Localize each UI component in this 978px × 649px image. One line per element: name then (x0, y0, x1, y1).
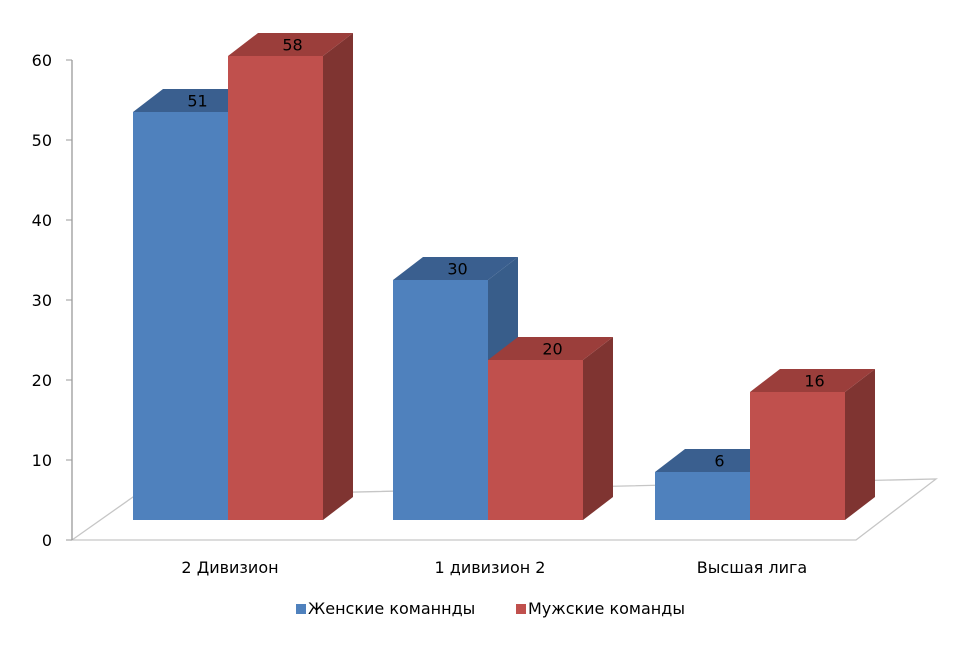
bar-top (655, 449, 780, 472)
bar-top (393, 257, 518, 280)
bar-top (488, 337, 613, 360)
y-tick-label: 0 (42, 531, 52, 550)
bar-front (228, 56, 323, 520)
legend-swatch (296, 604, 306, 614)
bar-front (133, 112, 228, 520)
bar-top (228, 33, 353, 56)
x-category-label: 2 Дивизион (181, 558, 278, 577)
data-label: 58 (282, 36, 302, 55)
y-axis: 0 10 20 30 40 50 60 (32, 51, 72, 550)
bar-side (323, 33, 353, 520)
bar-men-1 (228, 33, 353, 520)
bar-side (845, 369, 875, 520)
y-tick-label: 30 (32, 291, 52, 310)
legend: Женские команнды Мужские команды (296, 599, 685, 618)
x-category-label: Высшая лига (697, 558, 807, 577)
floor-plane (69, 478, 938, 541)
bar-men-2 (488, 337, 613, 520)
bar-top (750, 369, 875, 392)
y-tick-label: 20 (32, 371, 52, 390)
data-label: 51 (187, 92, 207, 111)
data-label: 16 (804, 372, 824, 391)
x-axis: 2 Дивизион 1 дивизион 2 Высшая лига (181, 558, 807, 577)
bar-men-3 (750, 369, 875, 520)
data-label: 20 (542, 340, 562, 359)
data-label: 30 (447, 260, 467, 279)
legend-label: Женские команнды (308, 599, 475, 618)
data-labels: 51 58 30 20 6 16 (187, 36, 824, 471)
data-label: 6 (714, 452, 724, 471)
y-tick-label: 50 (32, 131, 52, 150)
y-tick-label: 10 (32, 451, 52, 470)
bar-top (133, 89, 258, 112)
legend-label: Мужские команды (528, 599, 685, 618)
bar-side (583, 337, 613, 520)
x-category-label: 1 дивизион 2 (435, 558, 546, 577)
bar-front (488, 360, 583, 520)
bar-front (655, 472, 750, 520)
y-tick-label: 40 (32, 211, 52, 230)
bar-front (393, 280, 488, 520)
bar-front (750, 392, 845, 520)
bars (133, 33, 875, 520)
legend-swatch (516, 604, 526, 614)
y-tick-label: 60 (32, 51, 52, 70)
